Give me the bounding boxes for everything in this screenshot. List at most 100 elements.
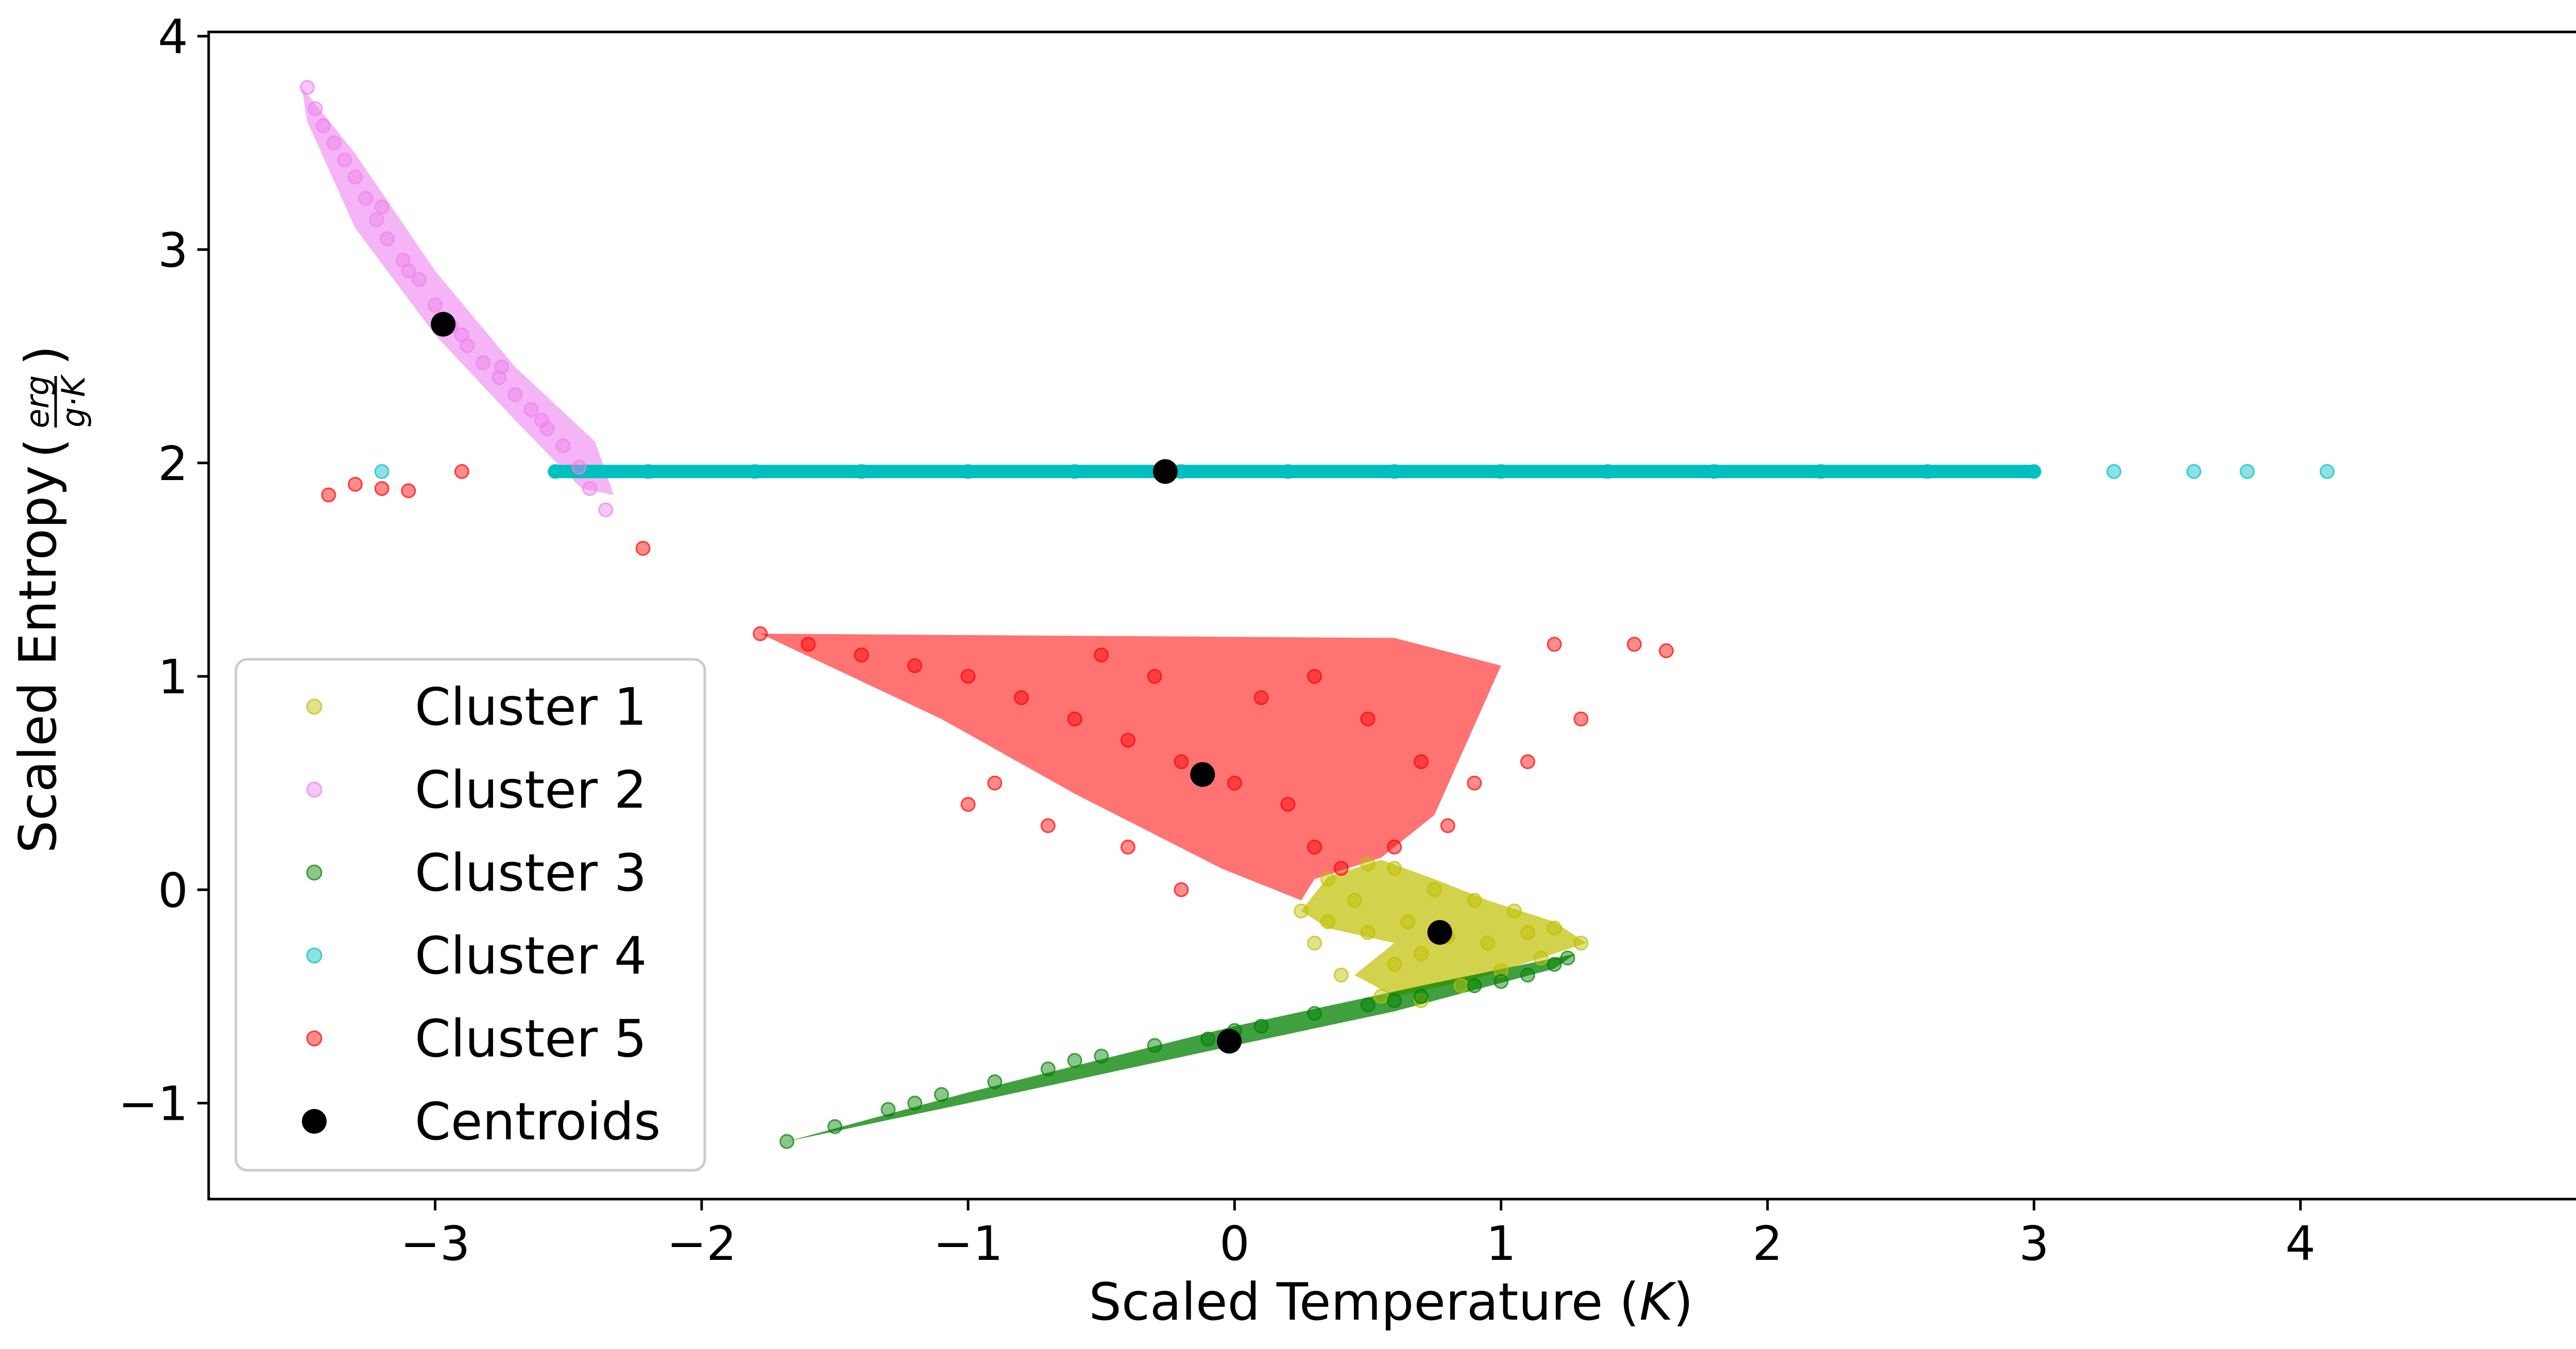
cluster-4-point bbox=[2026, 464, 2042, 479]
cluster-3-point bbox=[987, 1074, 1003, 1089]
cluster-3-point bbox=[1387, 993, 1402, 1009]
cluster-4-point bbox=[1494, 464, 1509, 479]
cluster-1-point bbox=[1320, 872, 1335, 887]
cluster-5-point bbox=[1360, 711, 1376, 727]
cluster-5-point bbox=[1387, 840, 1402, 855]
cluster-2-point bbox=[380, 231, 395, 247]
cluster-1-point bbox=[1347, 893, 1362, 908]
cluster-2-density bbox=[302, 87, 614, 495]
centroid-point bbox=[1427, 920, 1452, 945]
cluster-5-point bbox=[854, 647, 869, 663]
cluster-2-point bbox=[401, 263, 416, 279]
legend-marker bbox=[302, 1109, 327, 1134]
cluster-4-point bbox=[640, 464, 656, 479]
y-axis-paren-open: ( bbox=[14, 438, 74, 458]
x-tick-label: −2 bbox=[667, 1216, 737, 1271]
cluster-5-point bbox=[1573, 711, 1589, 727]
cluster-3-point bbox=[1307, 1006, 1322, 1021]
cluster-2-point bbox=[412, 272, 427, 287]
cluster-2-point bbox=[326, 135, 342, 150]
cluster-4-point bbox=[374, 464, 389, 479]
y-tick-label: 3 bbox=[158, 223, 188, 278]
cluster-1-point bbox=[1387, 957, 1402, 972]
y-tick-label: 1 bbox=[158, 650, 188, 705]
cluster-5-point bbox=[801, 637, 816, 652]
legend-label: Cluster 1 bbox=[415, 677, 647, 737]
cluster-5-point bbox=[1413, 754, 1429, 770]
cluster-4-point bbox=[1813, 464, 1828, 479]
cluster-3-point bbox=[779, 1134, 794, 1149]
x-tick-label: 4 bbox=[2285, 1216, 2316, 1271]
cluster-3-point bbox=[1253, 1018, 1269, 1034]
legend-marker bbox=[306, 947, 323, 964]
cluster-2-point bbox=[348, 169, 363, 185]
x-tick-label: 1 bbox=[1486, 1216, 1516, 1271]
cluster-5-point bbox=[960, 669, 976, 684]
x-tick-label: 2 bbox=[1752, 1216, 1783, 1271]
cluster-2-point bbox=[582, 481, 598, 496]
cluster-3-point bbox=[1494, 974, 1509, 989]
cluster-3-point bbox=[1547, 957, 1562, 972]
cluster-5-point bbox=[1040, 818, 1056, 833]
cluster-3-point bbox=[1560, 950, 1575, 966]
legend-box bbox=[234, 658, 706, 1172]
cluster-3-point bbox=[1040, 1061, 1056, 1077]
x-axis-label: Scaled Temperature (K) bbox=[1089, 1272, 1693, 1332]
y-tick-label: 0 bbox=[158, 863, 188, 918]
cluster-5-point bbox=[1307, 669, 1322, 684]
cluster-5-point bbox=[753, 626, 768, 641]
y-axis-unit-denominator: g·K bbox=[55, 374, 92, 428]
cluster-4-point bbox=[1067, 464, 1082, 479]
cluster-2-point bbox=[571, 459, 587, 475]
cluster-1-point bbox=[1533, 950, 1549, 966]
cluster-3-point bbox=[934, 1087, 949, 1102]
legend-marker bbox=[306, 698, 323, 715]
cluster-4-point bbox=[1280, 464, 1296, 479]
centroid-point bbox=[431, 312, 456, 337]
legend-label: Centroids bbox=[415, 1091, 660, 1152]
cluster-2-point bbox=[428, 297, 443, 313]
cluster-3-point bbox=[1413, 989, 1429, 1004]
y-axis-unit-numerator: erg bbox=[19, 375, 56, 429]
cluster-5-point bbox=[1174, 754, 1189, 770]
cluster-1-point bbox=[1333, 967, 1349, 983]
legend-label: Cluster 5 bbox=[415, 1009, 647, 1069]
cluster-5-point bbox=[1120, 732, 1136, 748]
legend-marker bbox=[306, 864, 323, 881]
cluster-1-point bbox=[1520, 925, 1535, 940]
plot-frame bbox=[207, 30, 2576, 1201]
cluster-2-point bbox=[476, 355, 491, 370]
cluster-5-point bbox=[348, 476, 363, 492]
legend: Cluster 1 Cluster 2 Cluster 3 Cluster 4 Clus… bbox=[234, 658, 706, 1172]
x-tick-label: −3 bbox=[400, 1216, 470, 1271]
centroid-point bbox=[1190, 762, 1215, 787]
cluster-5-point bbox=[1174, 882, 1189, 897]
cluster-1-point bbox=[1387, 861, 1402, 876]
cluster-1-point bbox=[1480, 935, 1496, 951]
cluster-5-point bbox=[1120, 840, 1136, 855]
cluster-5-point bbox=[1333, 861, 1349, 876]
cluster-2-point bbox=[369, 212, 384, 227]
cluster-3-point bbox=[1094, 1048, 1109, 1064]
cluster-1-point bbox=[1374, 989, 1389, 1004]
cluster-2-point bbox=[308, 101, 323, 116]
cluster-5-point bbox=[1067, 711, 1082, 727]
cluster-4-point bbox=[547, 464, 563, 479]
cluster-4-point bbox=[1920, 464, 1935, 479]
cluster-1-point bbox=[1413, 946, 1429, 962]
legend-label: Cluster 2 bbox=[415, 760, 647, 820]
y-axis-label: Scaled Entropy ( erg g·K ) bbox=[8, 345, 92, 853]
cluster-2-point bbox=[523, 402, 539, 417]
cluster-5-point bbox=[1307, 840, 1322, 855]
x-tick-label: 0 bbox=[1219, 1216, 1250, 1271]
cluster-5-point bbox=[374, 481, 389, 496]
cluster-5-point bbox=[1094, 647, 1109, 663]
cluster-2-point bbox=[539, 421, 555, 436]
plot-area bbox=[299, 80, 2335, 1149]
cluster-2-point bbox=[454, 327, 469, 343]
cluster-5-point bbox=[1626, 637, 1642, 652]
cluster-5-point bbox=[1280, 797, 1296, 812]
cluster-5-point bbox=[1520, 754, 1535, 770]
cluster-5-point bbox=[1147, 669, 1162, 684]
